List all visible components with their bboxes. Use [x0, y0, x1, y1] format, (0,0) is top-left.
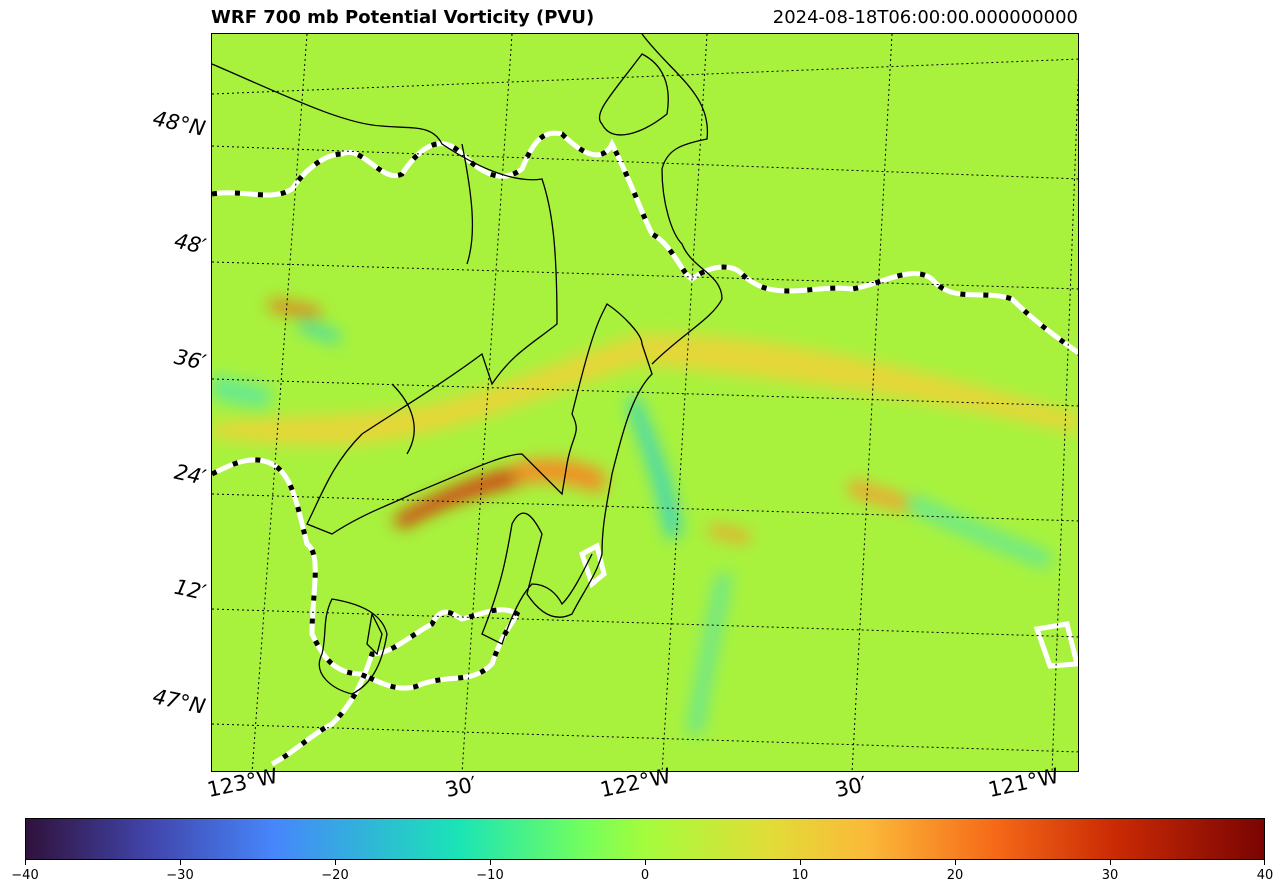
colorbar-tick	[490, 860, 491, 865]
colorbar-tick	[180, 860, 181, 865]
colorbar-tick-label: 30	[1101, 868, 1119, 883]
colorbar-tick-label: −20	[321, 868, 349, 883]
region-outline	[212, 34, 723, 695]
colorbar	[25, 818, 1265, 860]
lat-label-36min: 36′	[171, 344, 208, 375]
map-panel[interactable]	[211, 33, 1079, 772]
colorbar-tick	[335, 860, 336, 865]
colorbar-tick-label: −10	[476, 868, 504, 883]
colorbar-tick-label: 10	[791, 868, 809, 883]
lat-label-47n: 47°N	[150, 684, 208, 719]
map-timestamp: 2024-08-18T06:00:00.000000000	[772, 7, 1078, 28]
map-title: WRF 700 mb Potential Vorticity (PVU)	[211, 7, 595, 28]
colorbar-tick	[1110, 860, 1111, 865]
colorbar-tick-label: 40	[1256, 868, 1274, 883]
lat-label-48n: 48°N	[150, 106, 208, 141]
lat-label-48min: 48′	[171, 228, 208, 259]
lat-label-12min: 12′	[171, 574, 208, 605]
graticule	[212, 34, 1078, 771]
colorbar-tick-label: 0	[640, 868, 650, 883]
negative-pv-streaks	[212, 319, 1052, 734]
lat-label-24min: 24′	[171, 459, 208, 490]
colorbar-tick	[1264, 860, 1265, 865]
colorbar-tick	[955, 860, 956, 865]
lon-label-30min-a: 30′	[443, 771, 479, 802]
pv-field-map	[212, 34, 1078, 771]
colorbar-tick-label: 20	[946, 868, 964, 883]
colorbar-tick-label: −30	[166, 868, 194, 883]
colorbar-tick	[645, 860, 646, 865]
lon-label-30min-b: 30′	[833, 771, 869, 802]
colorbar-tick	[25, 860, 26, 865]
colorbar-tick	[800, 860, 801, 865]
coastline	[212, 130, 1078, 767]
colorbar-tick-label: −40	[11, 868, 39, 883]
